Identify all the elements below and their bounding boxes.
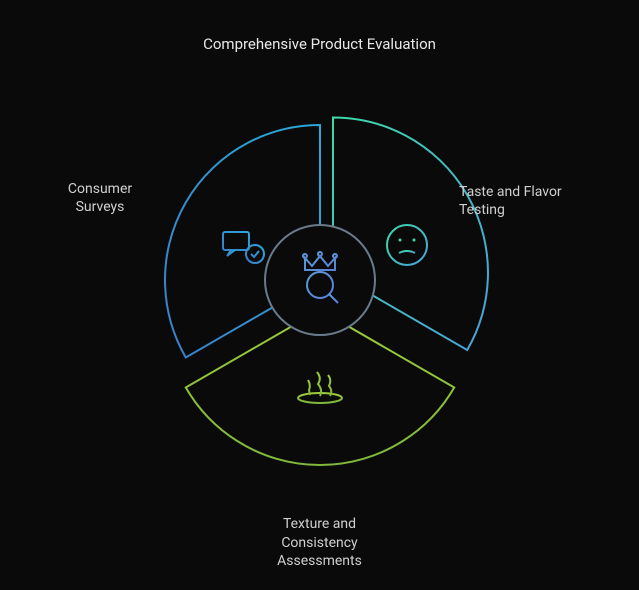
label-surveys: Consumer Surveys [55,180,145,216]
chat-check-icon [223,232,264,263]
diagram-svg [110,70,530,490]
face-icon [387,225,427,265]
dish-icon [298,372,342,403]
radial-diagram [110,70,530,490]
label-taste: Taste and Flavor Testing [459,183,579,219]
label-texture: Texture and Consistency Assessments [250,515,390,570]
diagram-title: Comprehensive Product Evaluation [203,35,436,53]
center-circle [265,225,375,335]
